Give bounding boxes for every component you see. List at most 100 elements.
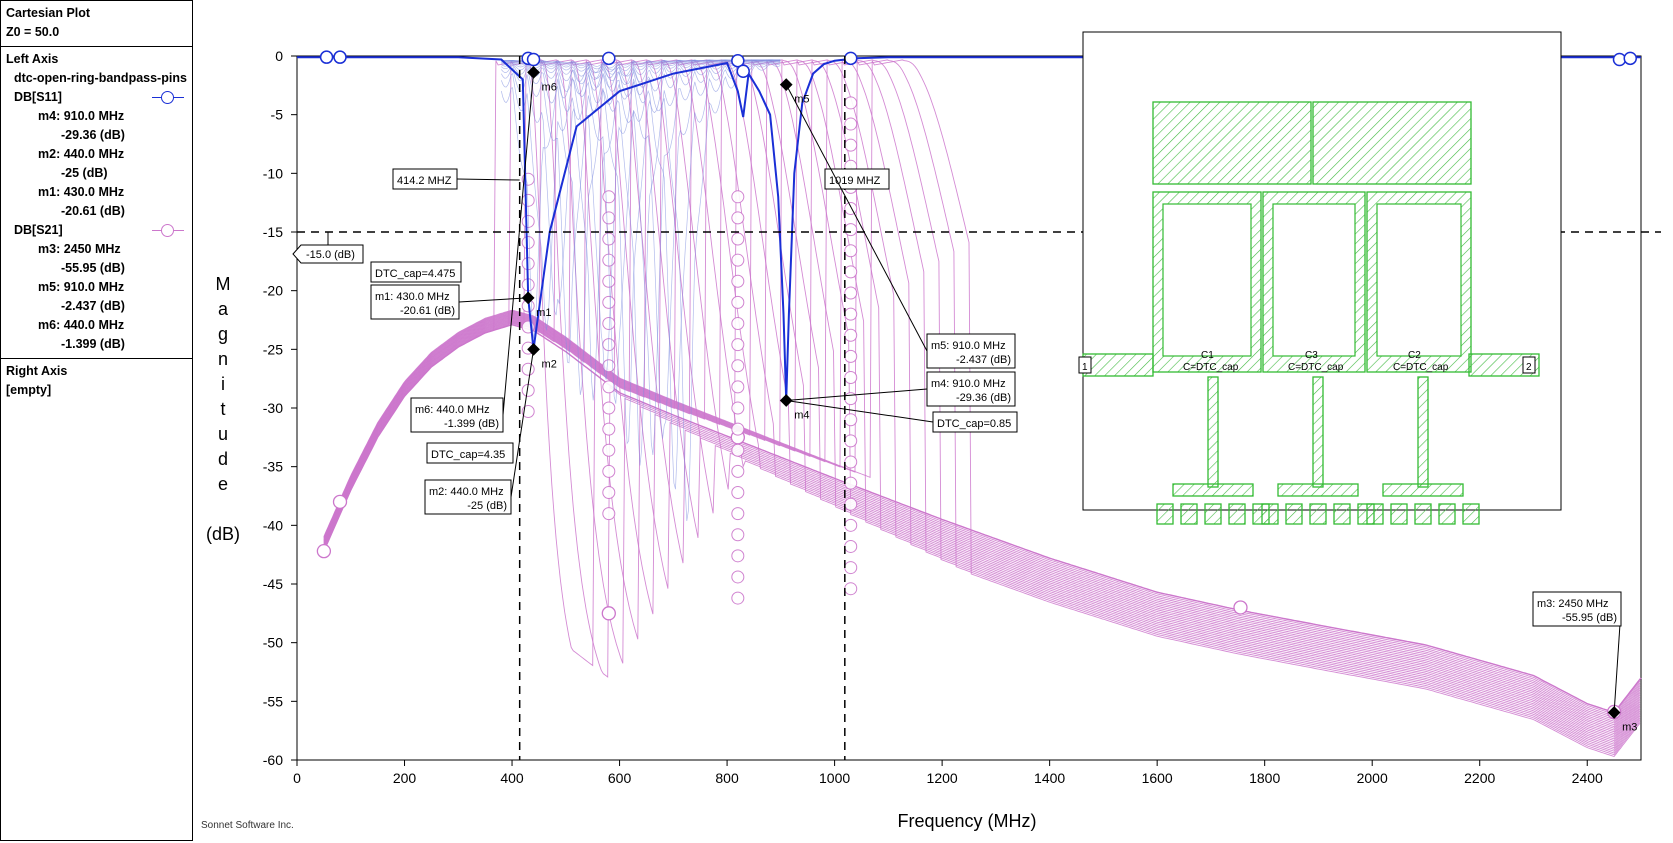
layout-bias-pad <box>1277 483 1359 497</box>
legend-entry-s21[interactable]: DB[S21] <box>6 221 188 240</box>
s21-data-point <box>731 274 745 288</box>
s21-data-point <box>731 443 745 457</box>
freq-line-label[interactable] <box>392 168 458 190</box>
y-axis-label-letter: a <box>218 299 229 319</box>
project-name[interactable]: dtc-open-ring-bandpass-pins <box>14 71 187 85</box>
layout-bias-line <box>1312 376 1324 488</box>
marker-readout-m1[interactable] <box>370 284 460 320</box>
y-tick-label: -45 <box>263 576 283 592</box>
marker-readout-m2[interactable] <box>424 479 512 515</box>
s21-curve <box>323 59 1641 729</box>
s21-data-point <box>844 497 858 511</box>
s21-data-point <box>731 317 745 331</box>
s21-data-point <box>602 422 616 436</box>
marker-readout-m5[interactable] <box>926 333 1016 369</box>
y-tick-label: -5 <box>271 107 284 123</box>
callout-leader <box>502 72 535 416</box>
marker-readout-value: -55.95 (dB) <box>61 261 125 275</box>
circle-marker-icon <box>152 91 184 104</box>
left-axis-label: Left Axis <box>6 52 59 66</box>
s11-curve <box>501 60 781 456</box>
right-axis-section: Right Axis [empty] <box>1 359 192 404</box>
y-tick-label: -25 <box>263 341 283 357</box>
s21-data-point <box>844 96 858 110</box>
circle-marker-icon <box>152 224 184 237</box>
freq-line-label[interactable] <box>824 168 890 190</box>
s21-data-point <box>844 138 858 152</box>
callout-leader <box>786 399 934 423</box>
layout-ring-inner <box>1162 203 1252 357</box>
layout-bias-pad <box>1204 503 1222 525</box>
marker-readout-freq: m5: 910.0 MHz <box>38 280 125 294</box>
s21-data-point <box>602 232 616 246</box>
s11-curve <box>501 60 781 490</box>
x-tick-label: 1400 <box>1034 770 1065 786</box>
s21-data-point <box>844 349 858 363</box>
marker-readout-m1-text: m1: 430.0 MHz <box>375 291 450 303</box>
threshold-tag[interactable] <box>292 244 364 264</box>
s11-data-point <box>319 50 334 64</box>
legend-entry-s11[interactable]: DB[S11] <box>6 88 188 107</box>
s21-curve <box>323 59 1641 742</box>
s11-data-point <box>1623 51 1637 66</box>
s21-data-point <box>602 380 616 394</box>
marker-readout-value: -1.399 (dB) <box>61 337 125 351</box>
s21-data-point <box>602 359 616 373</box>
s21-data-point <box>844 117 858 131</box>
layout-bias-pad <box>1228 503 1246 525</box>
layout-pad <box>1312 101 1472 185</box>
layout-bias-pad <box>1180 503 1198 525</box>
s21-data-point <box>602 190 616 204</box>
y-tick-label: -15 <box>263 224 283 240</box>
s21-data-point <box>602 443 616 457</box>
s11-data-point <box>736 64 750 79</box>
s21-data-point <box>844 370 858 384</box>
layout-pad <box>1152 101 1312 185</box>
layout-bias-pad <box>1414 503 1432 525</box>
s21-data-point <box>844 328 858 342</box>
s21-data-point <box>731 485 745 499</box>
marker-readout-m4[interactable] <box>926 371 1016 407</box>
s21-data-point <box>844 455 858 469</box>
s21-data-point <box>731 211 745 225</box>
y-axis-label-letter: t <box>220 399 225 419</box>
marker-label-m4: m4 <box>794 409 809 421</box>
left-axis-section: Left Axis dtc-open-ring-bandpass-pins DB… <box>1 47 192 359</box>
marker-readout-m3[interactable] <box>1532 591 1622 627</box>
layout-bias-pad <box>1366 503 1384 525</box>
s21-curve <box>323 59 1641 735</box>
dtc-cap-label[interactable] <box>370 261 462 283</box>
marker-label-m3: m3 <box>1622 721 1637 733</box>
s21-data-point <box>602 485 616 499</box>
y-tick-label: -50 <box>263 635 283 651</box>
layout-bias-pad <box>1309 503 1327 525</box>
x-tick-label: 1800 <box>1249 770 1280 786</box>
s21-data-point <box>602 274 616 288</box>
s21-envelope-curve <box>323 323 1642 714</box>
marker-readout-m6[interactable] <box>410 397 504 433</box>
s11-data-point <box>602 51 616 66</box>
s11-curve <box>501 59 781 522</box>
dtc-cap-label[interactable] <box>932 411 1018 433</box>
s21-data-point <box>731 253 745 267</box>
s21-data-point <box>521 362 535 376</box>
s21-curve <box>323 59 1641 728</box>
layout-port-feed <box>1082 353 1154 377</box>
marker-label-m1: m1 <box>536 307 551 319</box>
s21-data-point <box>731 591 745 605</box>
dtc-cap-label[interactable] <box>426 442 514 464</box>
layout-bias-line <box>1417 376 1429 488</box>
marker-readout-m1-text: -20.61 (dB) <box>400 305 455 317</box>
s21-data-point <box>602 295 616 309</box>
callout-leader <box>458 297 529 303</box>
layout-ring-inner <box>1376 203 1462 357</box>
capacitor-label: C3 <box>1305 350 1318 361</box>
x-tick-label: 0 <box>293 770 301 786</box>
s21-curve <box>323 59 1641 731</box>
y-axis-label-letter: u <box>218 424 228 444</box>
s11-data-point <box>333 50 347 64</box>
s21-curve <box>323 59 1641 758</box>
layout-bias-pad <box>1156 503 1174 525</box>
